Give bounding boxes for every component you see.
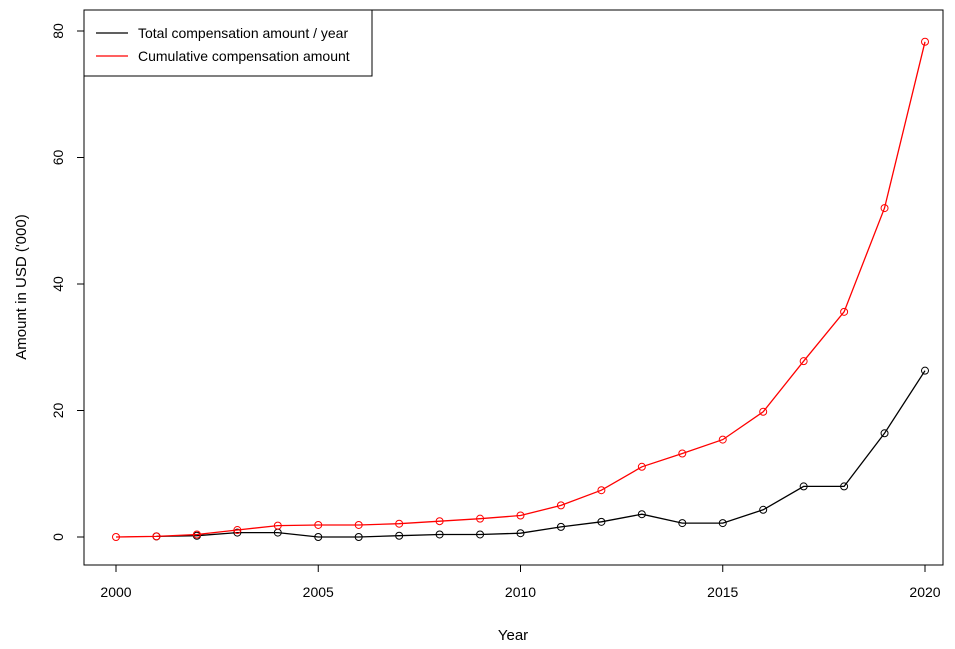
data-point [759, 505, 768, 514]
data-point [759, 407, 768, 416]
y-tick-label: 40 [50, 276, 66, 292]
data-point [273, 521, 282, 530]
data-point [678, 519, 687, 528]
series-1 [112, 37, 929, 541]
y-axis: 0 20 40 60 80 [50, 23, 84, 541]
data-point [880, 429, 889, 438]
y-axis-title: Amount in USD ('000) [13, 214, 30, 359]
data-point [112, 533, 120, 541]
data-point [476, 530, 485, 539]
data-point [435, 517, 444, 526]
series-0 [152, 366, 929, 541]
data-point [840, 482, 849, 491]
data-point [637, 462, 646, 471]
legend-box [83, 9, 373, 77]
legend-label: Cumulative compensation amount [138, 48, 350, 64]
data-point [516, 511, 525, 520]
data-point [880, 204, 889, 213]
data-point [718, 519, 727, 528]
data-point [597, 517, 606, 526]
y-tick-label: 60 [50, 150, 66, 166]
x-tick-label: 2015 [707, 584, 738, 600]
data-point [718, 435, 727, 444]
series-line [156, 370, 926, 538]
data-point [476, 514, 485, 523]
series-line [115, 41, 926, 538]
data-point [637, 510, 646, 519]
data-point [678, 449, 687, 458]
plot-frame [83, 9, 944, 566]
data-point [354, 520, 363, 529]
legend: Total compensation amount / year Cumulat… [83, 9, 373, 77]
data-point [152, 532, 161, 541]
y-tick-label: 20 [50, 403, 66, 419]
data-point [435, 530, 444, 539]
data-point [840, 307, 849, 316]
data-point [799, 357, 808, 366]
legend-label: Total compensation amount / year [138, 25, 348, 41]
series-layer [112, 37, 929, 541]
y-tick-label: 0 [50, 533, 66, 541]
data-point [395, 519, 404, 528]
data-point [799, 482, 808, 491]
data-point [192, 530, 201, 539]
data-point [233, 528, 242, 537]
x-tick-label: 2010 [505, 584, 536, 600]
x-tick-label: 2005 [303, 584, 334, 600]
data-point [233, 526, 242, 535]
data-point [556, 522, 565, 531]
data-point [556, 501, 565, 510]
data-point [921, 366, 929, 375]
x-tick-label: 2000 [100, 584, 131, 600]
data-point [516, 529, 525, 538]
data-point [395, 531, 404, 540]
data-point [597, 486, 606, 495]
x-axis-title: Year [498, 627, 528, 644]
data-point [921, 37, 929, 46]
data-point [314, 520, 323, 529]
data-point [354, 533, 363, 541]
x-axis: 2000 2005 2010 2015 2020 [100, 565, 941, 600]
x-tick-label: 2020 [909, 584, 940, 600]
y-tick-label: 80 [50, 23, 66, 39]
data-point [314, 533, 323, 541]
